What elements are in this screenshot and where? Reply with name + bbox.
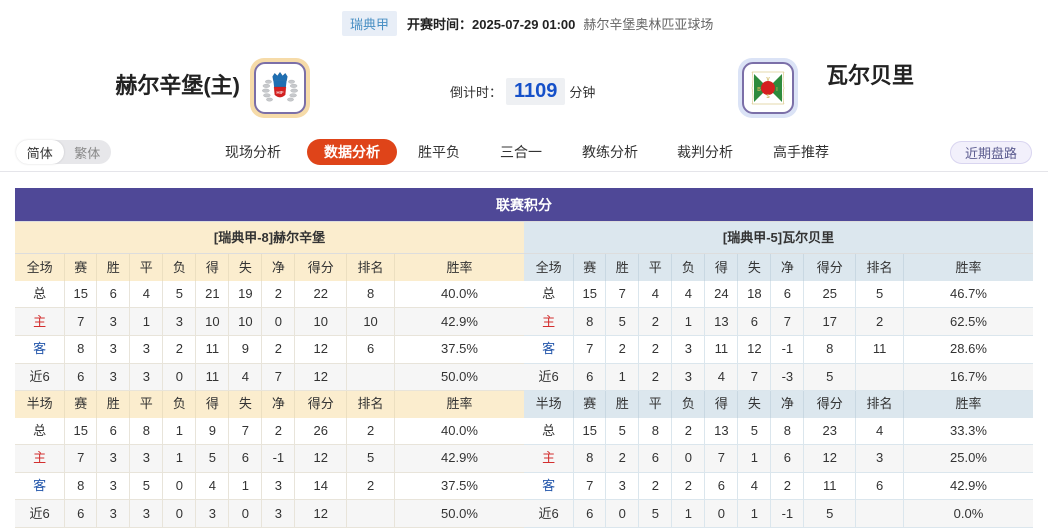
svg-text:B: B xyxy=(757,87,761,93)
svg-text:HIF: HIF xyxy=(276,90,284,95)
